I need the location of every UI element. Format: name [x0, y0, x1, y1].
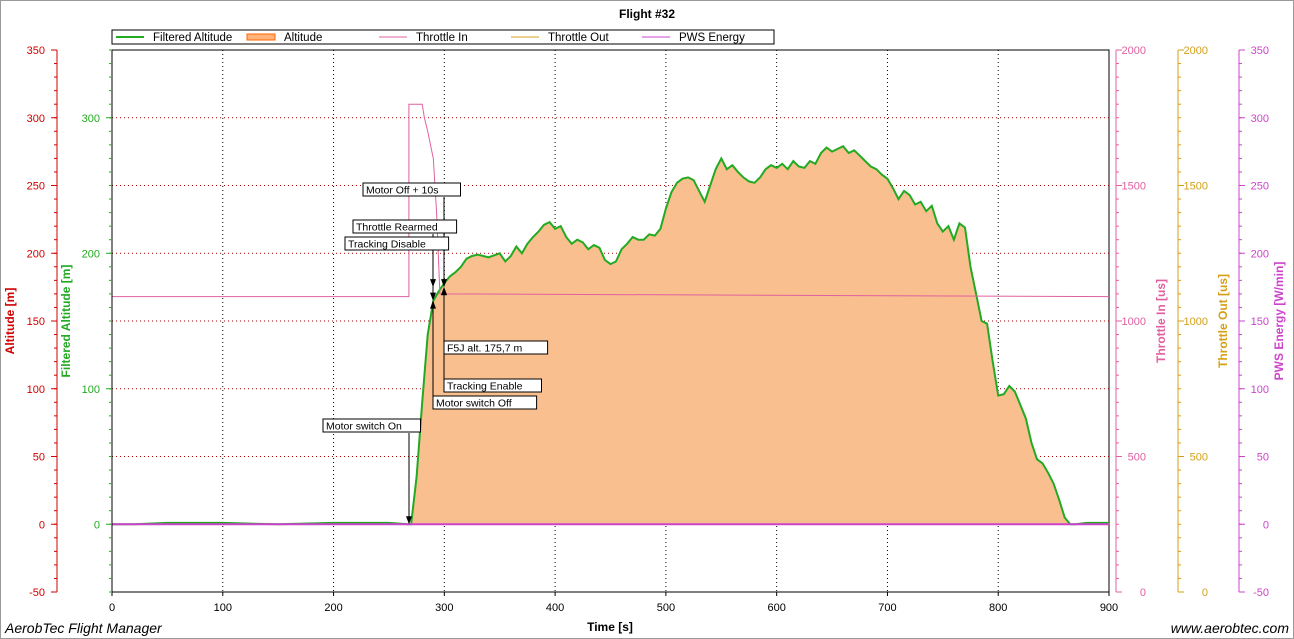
axis-tick-label: 500 [1190, 452, 1208, 464]
axis-tick-label: 200 [82, 248, 100, 260]
axis-label: Filtered Altitude [m] [59, 265, 73, 378]
x-tick-label: 100 [214, 602, 232, 614]
axis-tick-label: 250 [1251, 181, 1269, 193]
annotation-label: Tracking Disable [348, 239, 426, 251]
axis-tick-label: 1000 [1122, 316, 1146, 328]
annotation-box [322, 418, 421, 433]
legend-item: PWS Energy [642, 32, 745, 44]
axis-label: PWS Energy [W/min] [1272, 262, 1286, 381]
legend-swatch [246, 33, 276, 41]
axis-tick-label: 100 [1251, 384, 1269, 396]
annotation-label: Throttle Rearmed [356, 222, 438, 234]
x-tick-label: 400 [546, 602, 564, 614]
annotation-box [352, 219, 458, 234]
annotation: Motor switch On [322, 418, 421, 525]
x-axis-label: Time [s] [587, 620, 633, 634]
annotation-arrowhead [441, 279, 447, 288]
axis-tick-label: 2000 [1184, 45, 1208, 57]
axis-tick-label: 0 [1263, 519, 1269, 531]
axis-tick-label: 100 [82, 384, 100, 396]
axis-tick-label: 200 [1251, 248, 1269, 260]
axis-label: Throttle Out [us] [1216, 274, 1230, 368]
axes-layer: 0 100 200 300 400 500 600 700 800 900-50050100150… [3, 45, 1286, 614]
annotation: Tracking Enable [441, 287, 542, 393]
axis-tick-label: 300 [82, 113, 100, 125]
axis-tick-label: 200 [27, 248, 45, 260]
axis-tick-label: 350 [27, 45, 45, 57]
x-tick-label: 700 [878, 602, 896, 614]
chart-title: Flight #32 [619, 7, 675, 21]
website-link[interactable]: www.aerobtec.com [1170, 620, 1289, 636]
axis-tick-label: -50 [29, 587, 45, 599]
annotation: Throttle Rearmed [352, 219, 458, 288]
axis-tick-label: 0 [39, 519, 45, 531]
annotation-arrowhead [406, 516, 412, 525]
annotation: Motor switch Off [430, 300, 538, 410]
legend-label: Throttle In [416, 32, 468, 44]
axis-tick-label: 100 [27, 384, 45, 396]
axis-tick-label: 350 [1251, 45, 1269, 57]
legend-label: Throttle Out [548, 32, 610, 44]
annotation-arrowhead [430, 292, 436, 301]
x-tick-label: 200 [324, 602, 342, 614]
legend-item: Altitude [246, 32, 322, 44]
axis-tick-label: 1500 [1184, 181, 1208, 193]
legend-label: Altitude [284, 32, 322, 44]
axis-tick-label: 0 [1202, 587, 1208, 599]
axis-label: Altitude [m] [3, 288, 17, 355]
axis-tick-label: 2000 [1122, 45, 1146, 57]
annotation-label: Tracking Enable [447, 381, 523, 393]
x-tick-label: 300 [435, 602, 453, 614]
x-tick-label: 0 [109, 602, 115, 614]
filtered-altitude-line [112, 144, 1109, 526]
axis-tick-label: 250 [27, 181, 45, 193]
legend-label: Filtered Altitude [153, 32, 232, 44]
legend-label: PWS Energy [679, 32, 745, 44]
annotation: Motor Off + 10s [362, 182, 461, 288]
axis-tick-label: 300 [27, 113, 45, 125]
annotation: Tracking Disable [344, 236, 450, 301]
annotation: F5J alt. 175,7 m [441, 287, 549, 355]
annotation-box [443, 378, 542, 393]
fill-layer [112, 146, 1109, 525]
axis-tick-label: 1500 [1122, 181, 1146, 193]
axis-label: Throttle In [us] [1154, 279, 1168, 363]
app-name: AerobTec Flight Manager [5, 620, 162, 636]
legend-item: Filtered Altitude [116, 32, 232, 44]
annotation-box [362, 182, 461, 197]
x-tick-label: 500 [657, 602, 675, 614]
series-layer [112, 103, 1110, 526]
annotation-layer: Motor Off + 10s Throttle Rearmed Tracking … [322, 182, 549, 525]
annotation-arrowhead [441, 287, 447, 296]
altitude-fill [112, 146, 1109, 525]
x-tick-label: 900 [1100, 602, 1118, 614]
axis-tick-label: 50 [1257, 452, 1269, 464]
annotation-box [344, 236, 450, 251]
axis-tick-label: 1000 [1184, 316, 1208, 328]
axis-tick-label: 150 [27, 316, 45, 328]
legend: Filtered Altitude Altitude Throttle In Thro… [111, 29, 775, 45]
x-tick-label: 800 [989, 602, 1007, 614]
axis-tick-label: 0 [94, 519, 100, 531]
legend-item: Throttle Out [511, 32, 610, 44]
annotation-label: Motor switch On [326, 421, 402, 433]
legend-item: Throttle In [379, 32, 468, 44]
axis-tick-label: 50 [33, 452, 45, 464]
throttle-in-line [112, 103, 1110, 298]
annotation-arrowhead [430, 300, 436, 309]
legend-box [111, 29, 775, 45]
annotation-label: F5J alt. 175,7 m [447, 343, 523, 355]
annotation-label: Motor Off + 10s [366, 185, 438, 197]
axis-tick-label: -50 [1253, 587, 1269, 599]
annotation-label: Motor switch Off [436, 398, 512, 410]
axis-tick-label: 0 [1140, 587, 1146, 599]
axis-tick-label: 300 [1251, 113, 1269, 125]
annotation-box [432, 395, 538, 410]
axis-tick-label: 150 [1251, 316, 1269, 328]
x-tick-label: 600 [767, 602, 785, 614]
axis-tick-label: 500 [1128, 452, 1146, 464]
